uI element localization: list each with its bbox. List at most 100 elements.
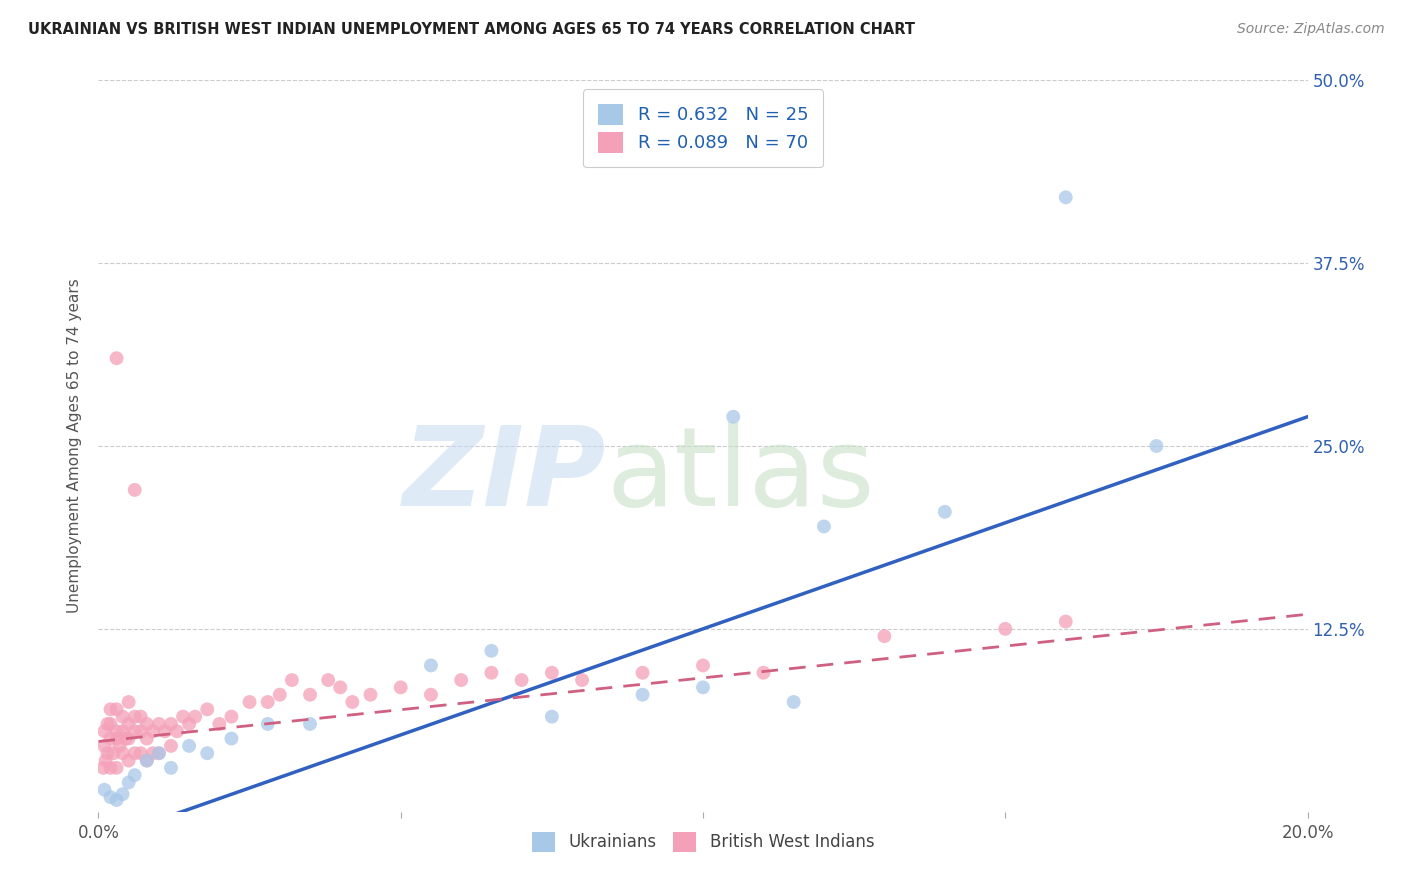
Point [239,695,262,709]
Point [111,724,134,739]
Point [111,709,134,723]
Point [316,673,339,687]
Point [195,746,218,760]
Point [100,717,122,731]
Point [118,775,141,789]
Point [135,731,157,746]
Point [256,717,278,731]
Legend: Ukrainians, British West Indians: Ukrainians, British West Indians [524,826,882,858]
Point [269,688,291,702]
Point [540,709,562,723]
Point [135,717,157,731]
Point [148,746,170,760]
Point [129,709,152,723]
Point [160,739,183,753]
Point [118,695,141,709]
Point [96,717,118,731]
Point [256,695,278,709]
Point [100,702,122,716]
Point [153,724,176,739]
Point [105,724,128,739]
Text: ZIP: ZIP [402,422,606,529]
Point [195,702,218,716]
Point [148,717,170,731]
Point [96,746,118,760]
Point [160,717,183,731]
Point [631,688,654,702]
Point [124,709,146,723]
Point [91,761,114,775]
Point [873,629,896,643]
Point [692,681,714,695]
Point [752,665,775,680]
Point [148,746,170,760]
Point [114,731,136,746]
Point [1054,190,1077,204]
Point [184,709,207,723]
Point [124,724,146,739]
Point [360,688,382,702]
Point [1144,439,1167,453]
Y-axis label: Unemployment Among Ages 65 to 74 years: Unemployment Among Ages 65 to 74 years [67,278,83,614]
Text: UKRAINIAN VS BRITISH WEST INDIAN UNEMPLOYMENT AMONG AGES 65 TO 74 YEARS CORRELAT: UKRAINIAN VS BRITISH WEST INDIAN UNEMPLO… [28,22,915,37]
Point [1054,615,1077,629]
Point [540,665,562,680]
Point [100,761,122,775]
Point [105,351,128,366]
Point [179,739,201,753]
Point [994,622,1017,636]
Point [510,673,533,687]
Point [135,754,157,768]
Point [299,717,322,731]
Point [93,782,115,797]
Point [111,746,134,760]
Point [142,746,165,760]
Point [124,483,146,497]
Point [783,695,806,709]
Point [299,688,322,702]
Point [118,754,141,768]
Point [420,658,443,673]
Point [105,731,128,746]
Point [160,761,183,775]
Point [723,409,745,424]
Point [135,754,157,768]
Point [342,695,364,709]
Point [93,739,115,753]
Point [571,673,593,687]
Point [129,724,152,739]
Point [281,673,304,687]
Point [100,790,122,805]
Point [103,746,125,760]
Text: atlas: atlas [606,422,875,529]
Point [124,746,146,760]
Point [111,787,134,801]
Point [118,731,141,746]
Point [94,754,117,768]
Point [329,681,352,695]
Point [166,724,188,739]
Point [108,739,131,753]
Point [93,724,115,739]
Point [813,519,835,533]
Point [105,761,128,775]
Point [481,665,503,680]
Point [118,717,141,731]
Point [692,658,714,673]
Point [105,702,128,716]
Text: Source: ZipAtlas.com: Source: ZipAtlas.com [1237,22,1385,37]
Point [450,673,472,687]
Point [100,731,122,746]
Point [129,746,152,760]
Point [420,688,443,702]
Point [142,724,165,739]
Point [124,768,146,782]
Point [221,731,243,746]
Point [934,505,956,519]
Point [221,709,243,723]
Point [179,717,201,731]
Point [208,717,231,731]
Point [105,793,128,807]
Point [631,665,654,680]
Point [481,644,503,658]
